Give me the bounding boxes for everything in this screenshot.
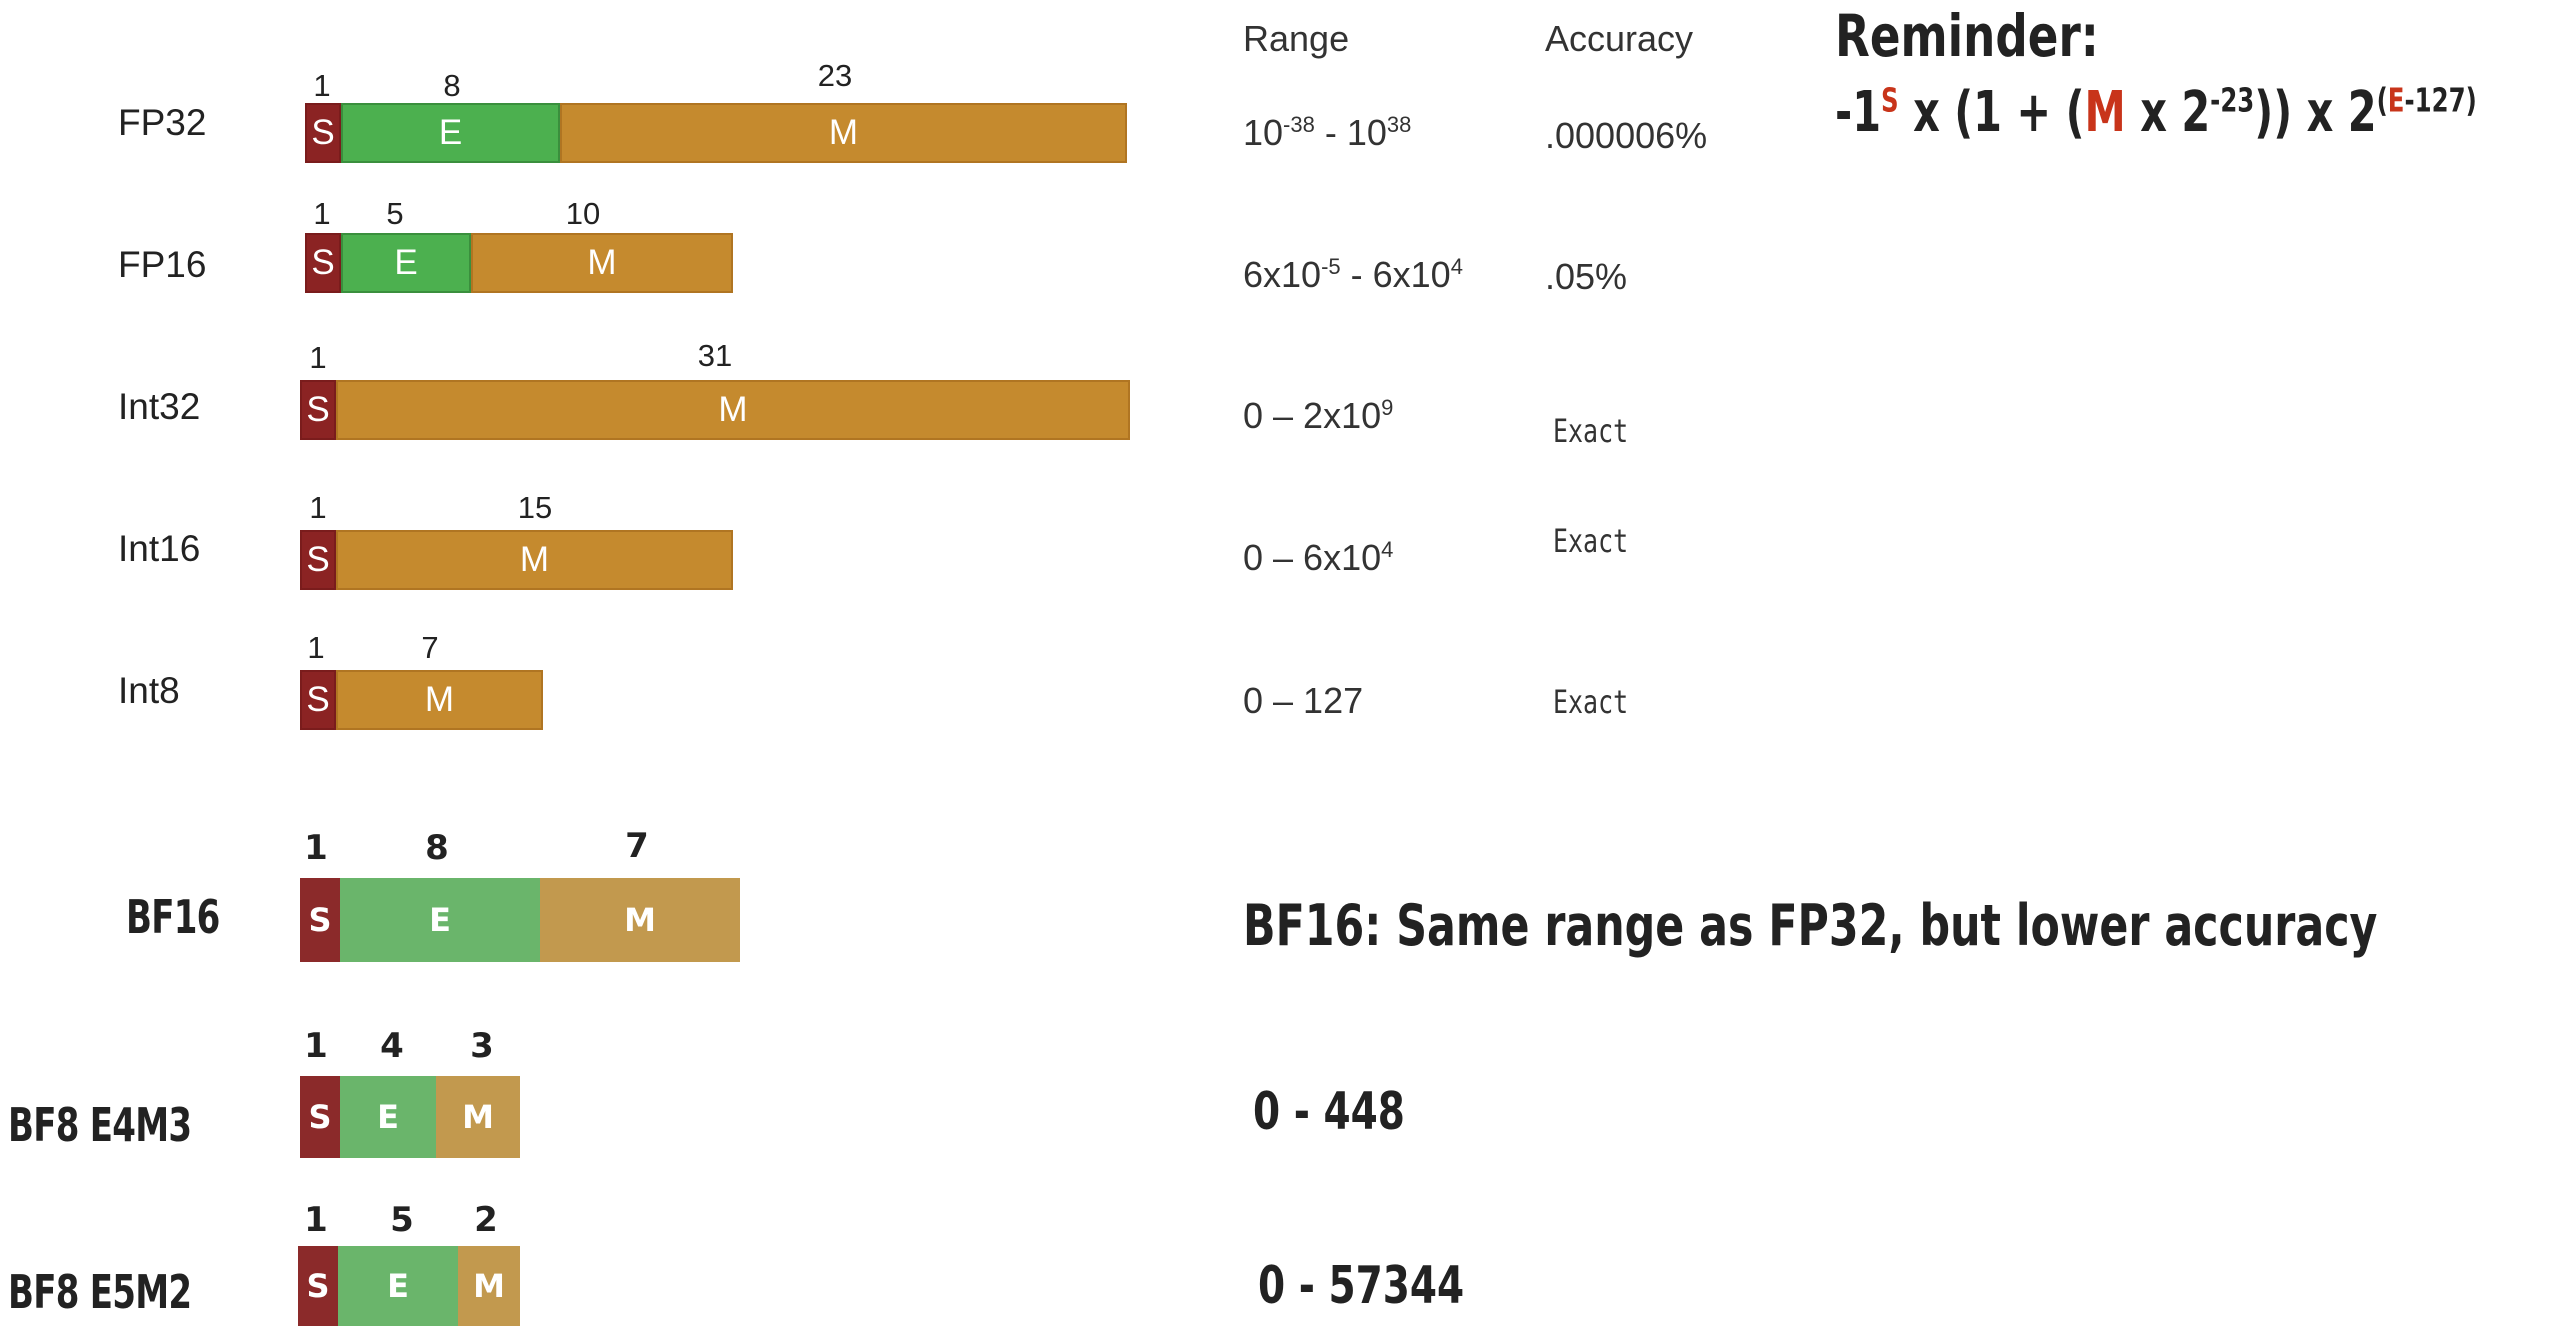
exponent-segment: E — [340, 878, 540, 962]
range-fp16: 6x10-5 - 6x104 — [1243, 254, 1463, 295]
bit-count-mantissa: 7 — [421, 630, 439, 665]
bf16-note: BF16: Same range as FP32, but lower accu… — [1243, 893, 2378, 959]
bit-layout-bar-bf8-e5m2: S E M — [298, 1246, 520, 1326]
mantissa-segment: M — [471, 233, 733, 293]
range-fp32: 10-38 - 1038 — [1243, 112, 1412, 153]
bit-count-sign: 1 — [307, 630, 325, 665]
bit-count-sign: 1 — [304, 1026, 328, 1066]
sign-segment: S — [300, 530, 336, 590]
format-name-bf8-e4m3: BF8 E4M3 — [8, 1098, 192, 1152]
bit-layout-bar-int16: S M — [300, 530, 733, 590]
range-int32: 0 – 2x109 — [1243, 395, 1394, 436]
sign-segment: S — [300, 1076, 340, 1158]
bit-count-exponent: 4 — [380, 1026, 404, 1066]
range-int8: 0 – 127 — [1243, 680, 1364, 721]
reminder-title: Reminder: — [1835, 2, 2099, 70]
format-name-int8: Int8 — [118, 670, 180, 711]
reminder-formula: -1S x (1 + (M x 2-23)) x 2(E-127) — [1835, 80, 2477, 145]
bf8-e4m3-range: 0 - 448 — [1253, 1082, 1405, 1142]
exponent-segment: E — [340, 1076, 436, 1158]
mantissa-segment: M — [458, 1246, 520, 1326]
sign-segment: S — [300, 670, 336, 730]
bit-layout-bar-int32: S M — [300, 380, 1130, 440]
range-int16: 0 – 6x104 — [1243, 537, 1394, 578]
bit-count-mantissa: 10 — [565, 196, 601, 231]
bit-count-exponent: 8 — [443, 68, 461, 103]
accuracy-fp16: .05% — [1545, 256, 1628, 297]
sign-segment: S — [300, 380, 336, 440]
bit-count-mantissa: 23 — [817, 58, 853, 93]
bf8-e5m2-range: 0 - 57344 — [1258, 1256, 1465, 1316]
bit-count-sign: 1 — [309, 340, 327, 375]
sign-segment: S — [300, 878, 340, 962]
format-name-int32: Int32 — [118, 386, 201, 427]
accuracy-header: Accuracy — [1545, 18, 1694, 59]
mantissa-segment: M — [560, 103, 1127, 163]
format-name-bf16: BF16 — [126, 890, 220, 944]
bit-count-mantissa: 7 — [625, 826, 649, 866]
bit-count-mantissa: 3 — [470, 1026, 494, 1066]
bit-count-exponent: 5 — [390, 1200, 414, 1240]
sign-segment: S — [298, 1246, 338, 1326]
exponent-segment: E — [341, 103, 560, 163]
exponent-segment: E — [338, 1246, 458, 1326]
mantissa-segment: M — [336, 530, 733, 590]
mantissa-segment: M — [336, 380, 1130, 440]
exponent-segment: E — [341, 233, 471, 293]
mantissa-segment: M — [540, 878, 740, 962]
bit-layout-bar-fp16: S E M — [305, 233, 733, 293]
bit-layout-bar-fp32: S E M — [305, 103, 1127, 163]
bit-count-sign: 1 — [304, 828, 328, 868]
accuracy-int32: Exact — [1553, 412, 1629, 450]
format-name-bf8-e5m2: BF8 E5M2 — [8, 1265, 192, 1319]
bit-layout-bar-bf16: S E M — [300, 878, 740, 962]
bit-count-sign: 1 — [309, 490, 327, 525]
bit-count-exponent: 8 — [425, 828, 449, 868]
bit-count-sign: 1 — [313, 68, 331, 103]
accuracy-int8: Exact — [1553, 683, 1629, 721]
bit-layout-bar-int8: S M — [300, 670, 543, 730]
mantissa-segment: M — [336, 670, 543, 730]
bit-count-exponent: 5 — [386, 196, 404, 231]
format-name-fp32: FP32 — [118, 102, 207, 143]
accuracy-fp32: .000006% — [1545, 115, 1708, 156]
bit-count-sign: 1 — [313, 196, 331, 231]
mantissa-segment: M — [436, 1076, 520, 1158]
bit-count-mantissa: 2 — [474, 1200, 498, 1240]
bit-count-sign: 1 — [304, 1200, 328, 1240]
range-header: Range — [1243, 18, 1350, 59]
accuracy-int16: Exact — [1553, 522, 1629, 560]
bit-count-mantissa: 15 — [517, 490, 553, 525]
bit-count-mantissa: 31 — [697, 338, 733, 373]
bit-layout-bar-bf8-e4m3: S E M — [300, 1076, 520, 1158]
sign-segment: S — [305, 103, 341, 163]
sign-segment: S — [305, 233, 341, 293]
format-name-int16: Int16 — [118, 528, 201, 569]
format-name-fp16: FP16 — [118, 244, 207, 285]
